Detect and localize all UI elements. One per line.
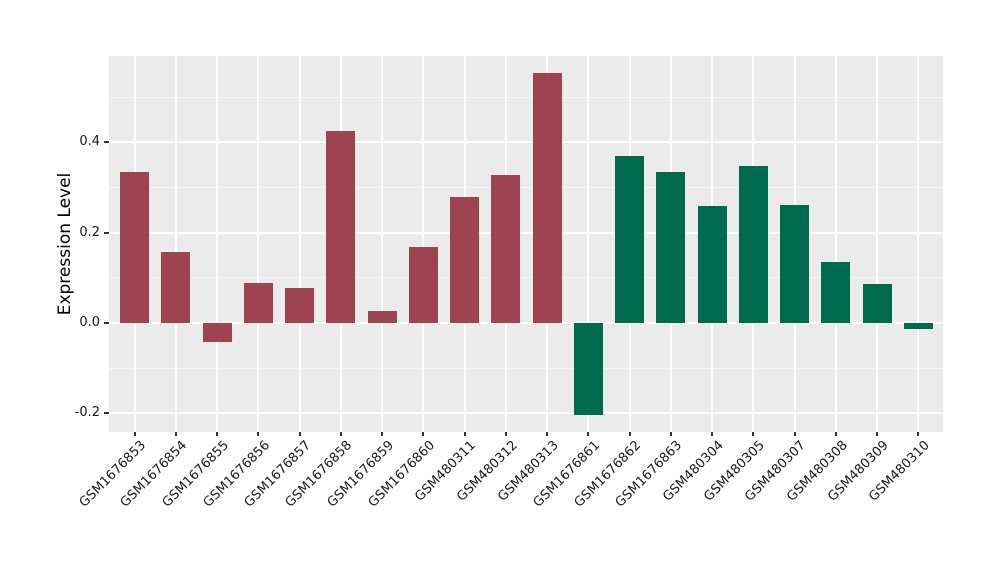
x-tick [669, 432, 672, 436]
bar-GSM1676858 [326, 131, 356, 324]
bar-GSM1676853 [120, 171, 149, 324]
y-tick-label: -0.2 [74, 405, 100, 421]
x-tick [711, 432, 713, 436]
y-tick-label: 0.2 [79, 224, 100, 240]
gridline-minor [109, 277, 943, 279]
y-tick [104, 412, 109, 415]
bar-GSM1676860 [408, 246, 438, 324]
bar-GSM1676856 [243, 282, 273, 324]
bar-GSM480311 [450, 197, 479, 324]
x-tick [422, 432, 425, 436]
x-tick [546, 432, 548, 436]
gridline-major [109, 322, 943, 325]
bar-GSM480312 [491, 175, 521, 324]
gridline-major [109, 231, 943, 234]
gridline-vertical [876, 56, 878, 432]
gridline-minor [109, 367, 943, 369]
plot-panel [109, 56, 943, 432]
gridline-vertical [298, 56, 301, 432]
gridline-vertical [174, 56, 177, 432]
bar-GSM1676861 [573, 323, 603, 415]
x-tick [917, 432, 920, 436]
y-tick [104, 322, 109, 325]
x-tick [504, 432, 507, 436]
gridline-vertical [216, 56, 218, 432]
bar-GSM480304 [697, 206, 727, 324]
bar-GSM1676863 [656, 172, 686, 324]
gridline-minor [109, 187, 943, 188]
x-tick [339, 432, 342, 436]
gridline-major [109, 412, 943, 415]
x-tick [587, 432, 590, 436]
bar-GSM480313 [532, 72, 562, 324]
bar-GSM1676857 [285, 287, 314, 324]
x-tick [174, 432, 177, 436]
y-tick [104, 141, 109, 144]
y-tick-label: 0.0 [79, 315, 100, 331]
x-tick [381, 432, 383, 436]
gridline-vertical [587, 56, 590, 432]
gridline-vertical [422, 56, 425, 432]
x-tick [876, 432, 878, 436]
gridline-major [109, 141, 943, 144]
x-tick [298, 432, 301, 436]
gridline-minor [109, 96, 943, 98]
x-tick [752, 432, 755, 436]
y-tick-label: 0.4 [79, 134, 100, 150]
x-tick [834, 432, 837, 436]
x-tick [216, 432, 218, 436]
x-tick [793, 432, 796, 436]
x-tick [463, 432, 466, 436]
gridline-vertical [257, 56, 260, 432]
gridline-vertical [834, 56, 837, 432]
y-tick [104, 231, 109, 234]
gridline-vertical [381, 56, 383, 432]
bar-GSM1676859 [367, 311, 397, 324]
bar-GSM1676854 [161, 251, 191, 324]
bar-GSM1676862 [615, 155, 644, 324]
bar-GSM480305 [738, 166, 768, 324]
bar-GSM480309 [862, 284, 892, 324]
x-tick [628, 432, 631, 436]
bar-GSM1676855 [202, 323, 232, 343]
x-tick [133, 432, 136, 436]
bar-GSM480307 [780, 205, 809, 324]
bar-GSM480308 [821, 261, 851, 324]
y-axis-label: Expression Level [55, 172, 75, 316]
x-tick [257, 432, 260, 436]
gridline-vertical [917, 56, 920, 432]
bar-GSM480310 [903, 323, 933, 329]
